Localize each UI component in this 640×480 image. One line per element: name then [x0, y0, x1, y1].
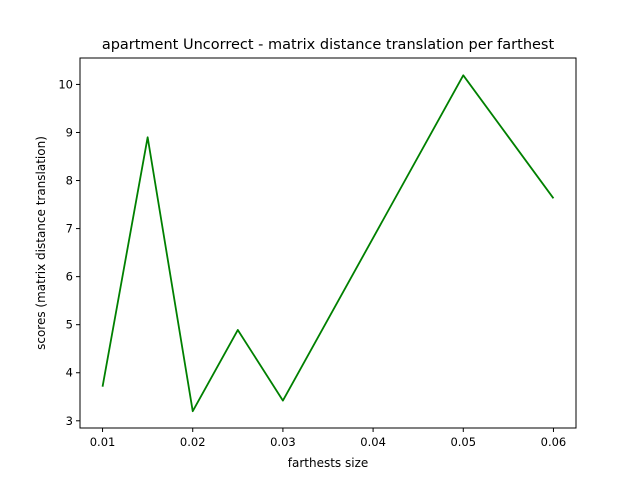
y-tick-label: 7 — [66, 222, 73, 236]
x-tick-label: 0.06 — [541, 435, 567, 449]
x-tick-label: 0.04 — [360, 435, 386, 449]
x-axis-label: farthests size — [288, 456, 369, 470]
y-axis-label: scores (matrix distance translation) — [34, 136, 48, 350]
plot-frame — [79, 57, 577, 429]
y-tick-label: 9 — [66, 125, 73, 139]
chart-title: apartment Uncorrect - matrix distance tr… — [102, 37, 555, 53]
x-tick-label: 0.02 — [180, 435, 206, 449]
series-layer — [101, 74, 555, 413]
y-tick-label: 5 — [66, 318, 73, 332]
x-tick-label: 0.05 — [450, 435, 476, 449]
y-tick-label: 3 — [66, 414, 73, 428]
y-tick-label: 6 — [66, 270, 73, 284]
x-tick-label: 0.01 — [90, 435, 116, 449]
y-tick-label: 10 — [58, 77, 73, 91]
y-tick-label: 8 — [66, 174, 73, 188]
series-line — [101, 74, 555, 413]
x-axis-ticks: 0.01 0.02 0.03 0.04 0.05 0.06 — [90, 428, 567, 449]
y-tick-label: 4 — [66, 366, 73, 380]
x-tick-label: 0.03 — [270, 435, 296, 449]
y-axis-ticks: 3 4 5 6 7 8 9 10 — [58, 77, 80, 428]
